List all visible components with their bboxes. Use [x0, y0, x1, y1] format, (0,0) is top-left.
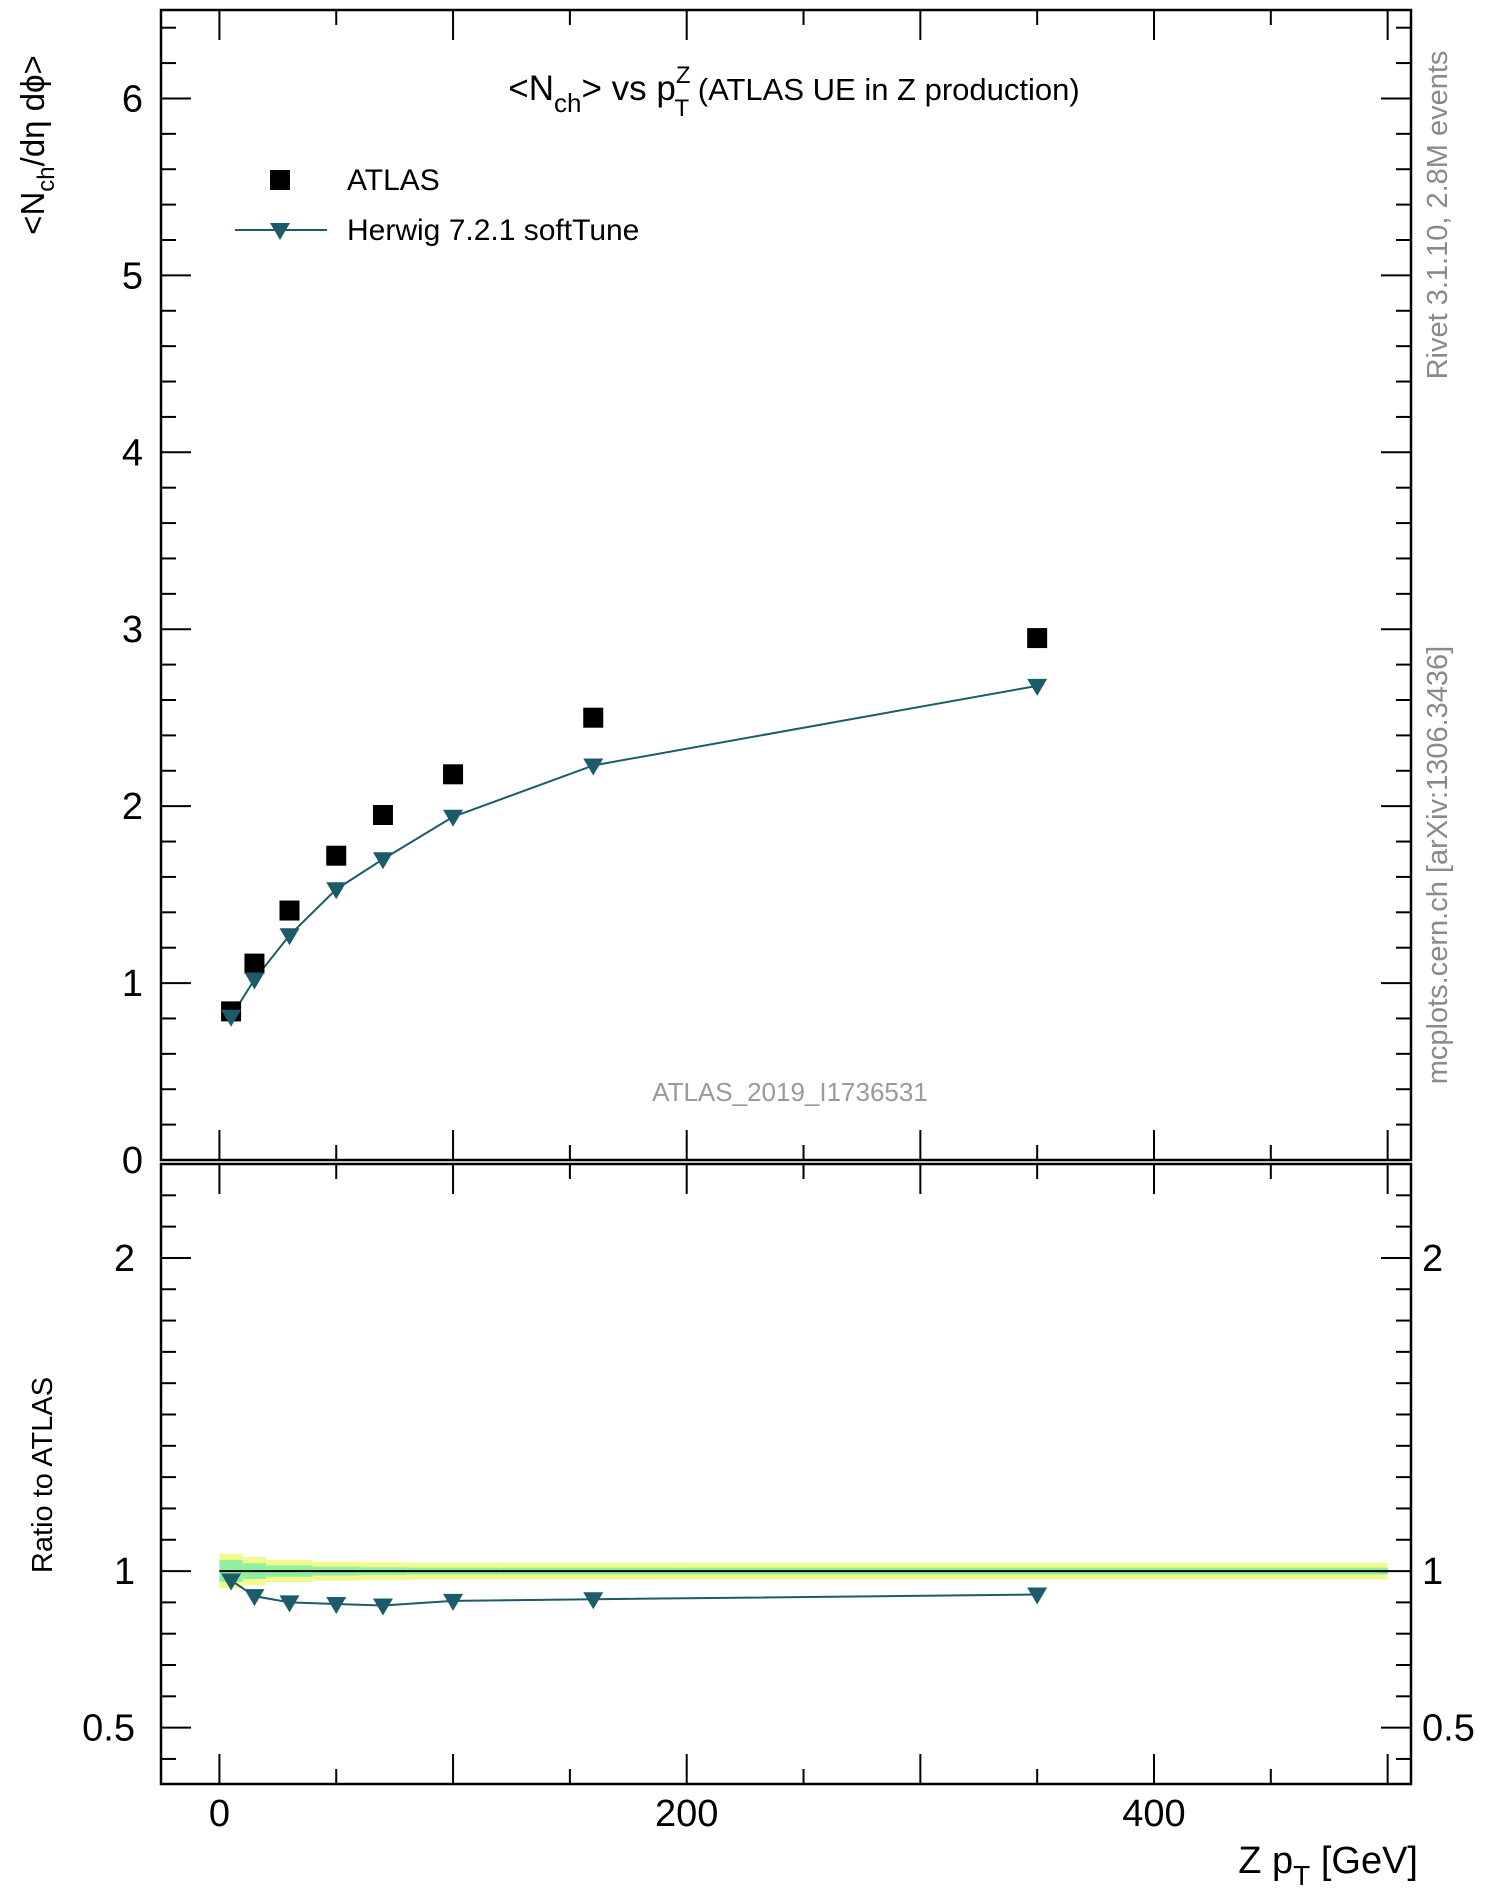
ratio-y-tick-label-right: 2	[1422, 1238, 1443, 1280]
x-tick-labels: 0 200 400	[209, 1793, 1186, 1835]
atlas-point	[583, 707, 604, 728]
legend-label-herwig: Herwig 7.2.1 softTune	[347, 214, 639, 247]
ratio-herwig-point	[244, 1589, 265, 1607]
ratio-y-tick-label-left: 1	[114, 1551, 135, 1593]
herwig-point	[443, 809, 464, 827]
ratio-y-axis-label: Ratio to ATLAS	[27, 1377, 59, 1573]
main-plot-frame	[159, 8, 1413, 1162]
ratio-herwig-point	[221, 1573, 242, 1591]
x-axis-label: Z pT [GeV]	[1238, 1840, 1418, 1891]
main-series-layer	[221, 628, 1048, 1027]
main-y-axis-label: <Nch/dη dϕ>	[14, 55, 60, 235]
atlas-point	[372, 805, 393, 825]
atlas-point	[244, 953, 265, 974]
y-tick-label: 1	[122, 963, 143, 1005]
ratio-y-tick-label-left: 2	[114, 1238, 135, 1280]
ratio-y-tick-label-left: 0.5	[82, 1708, 135, 1750]
ratio-y-tick-label-right: 1	[1422, 1551, 1443, 1593]
title-sub-ch: ch	[554, 88, 581, 118]
herwig-point	[279, 928, 300, 946]
analysis-label: ATLAS_2019_I1736531	[652, 1077, 928, 1107]
herwig-point	[244, 972, 265, 990]
ratio-herwig-point	[326, 1596, 347, 1614]
y-tick-label: 5	[122, 255, 143, 297]
y-tick-label: 3	[122, 609, 143, 651]
ylabel-sub-ch: ch	[33, 166, 60, 191]
herwig-point	[583, 758, 604, 776]
ratio-series-layer	[221, 1573, 1048, 1616]
atlas-point	[1027, 628, 1048, 649]
herwig-point	[326, 882, 347, 900]
x-tick-label: 200	[655, 1793, 718, 1835]
legend: ATLAS Herwig 7.2.1 softTune	[235, 164, 639, 247]
title-text-c: (ATLAS UE in Z production)	[689, 72, 1080, 107]
ratio-plot-frame	[159, 1162, 1413, 1786]
atlas-point	[326, 845, 347, 866]
ratio-y-tick-label-right: 0.5	[1422, 1708, 1475, 1750]
mcplots-annotation: mcplots.cern.ch [arXiv:1306.3436]	[1422, 646, 1454, 1084]
ratio-herwig-point	[583, 1592, 604, 1610]
ratio-panel: 0.5 0.5 1 1 2 2 0 200 400 Ratio to ATLAS Z pT […	[27, 1162, 1475, 1891]
xlabel-sub-t: T	[1293, 1860, 1310, 1891]
herwig-line	[230, 684, 1038, 1018]
ylabel-text-a: <N	[14, 192, 51, 235]
legend-label-atlas: ATLAS	[347, 164, 440, 197]
x-tick-label: 400	[1122, 1793, 1185, 1835]
atlas-point	[279, 900, 300, 921]
legend-marker-herwig	[270, 223, 290, 240]
title-sup-z: Z	[676, 62, 691, 89]
ratio-herwig-point	[279, 1595, 300, 1613]
herwig-point	[372, 852, 393, 870]
ratio-herwig-point	[1027, 1587, 1048, 1605]
ratio-herwig-line	[230, 1579, 1038, 1607]
title-text-b: > vs p	[581, 69, 675, 108]
ratio-herwig-point	[443, 1593, 464, 1611]
legend-marker-atlas	[270, 170, 290, 190]
y-tick-label: 4	[122, 432, 143, 474]
ratio-y-tick-labels: 0.5 0.5 1 1 2 2	[82, 1238, 1475, 1750]
herwig-point	[1027, 678, 1048, 696]
y-tick-label: 2	[122, 786, 143, 828]
x-tick-label: 0	[209, 1793, 230, 1835]
xlabel-text-b: [GeV]	[1310, 1840, 1418, 1882]
y-tick-label: 6	[122, 78, 143, 120]
ratio-axis-ticks	[161, 1164, 1411, 1784]
xlabel-text-a: Z p	[1238, 1840, 1293, 1882]
main-axis-ticks	[161, 10, 1411, 1161]
atlas-point	[443, 764, 464, 785]
title-text-a: <N	[508, 69, 554, 108]
main-y-tick-labels: 0 1 2 3 4 5 6	[122, 78, 143, 1182]
ylabel-text-b: /dη dϕ>	[14, 55, 51, 166]
ratio-herwig-point	[372, 1598, 393, 1616]
y-tick-label: 0	[122, 1140, 143, 1182]
title-sub-t: T	[675, 95, 690, 122]
herwig-point	[221, 1009, 242, 1027]
rivet-annotation: Rivet 3.1.10, 2.8M events	[1422, 51, 1454, 380]
main-title: <Nch> vs pZ T (ATLAS UE in Z production)	[508, 62, 1079, 122]
